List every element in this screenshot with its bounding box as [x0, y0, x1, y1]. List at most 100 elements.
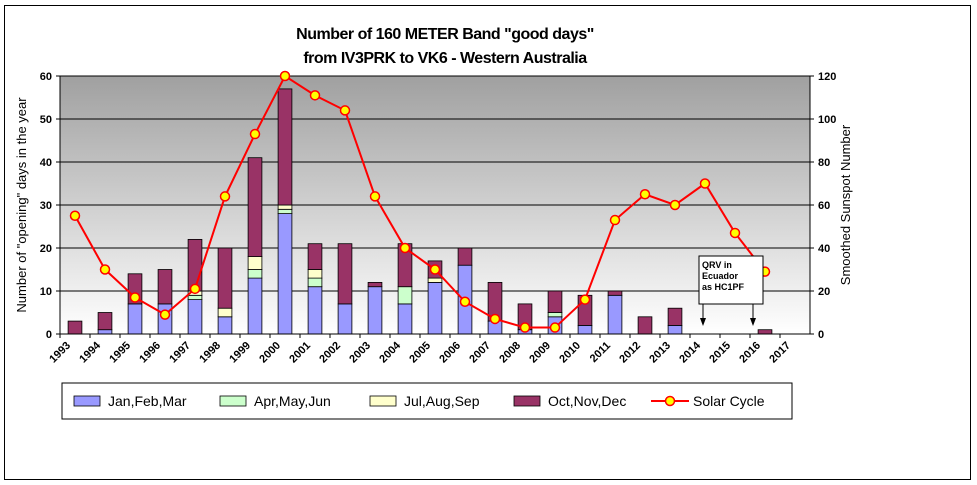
solar-cycle-point-2007: [489, 313, 501, 325]
annotation-line: as HC1PF: [702, 282, 745, 292]
legend-label-Jul,Aug,Sep: Jul,Aug,Sep: [404, 393, 480, 409]
bar-1998-Oct,Nov,Dec: [217, 247, 233, 309]
legend-swatch-Jan,Feb,Mar: [73, 395, 101, 407]
bar-2004-Jan,Feb,Mar: [397, 303, 413, 335]
bar-2016-Oct,Nov,Dec: [757, 329, 773, 335]
bar-1997-Apr,May,Jun: [187, 294, 203, 300]
bar-1994-Oct,Nov,Dec: [97, 312, 113, 331]
x-tick-label-1994: 1994: [77, 339, 103, 365]
bar-2001-Jul,Aug,Sep: [307, 269, 323, 279]
x-tick-label-2000: 2000: [257, 340, 283, 366]
solar-cycle-point-1994: [99, 264, 111, 275]
x-tick-label-2012: 2012: [617, 340, 643, 366]
x-tick-label-2010: 2010: [557, 340, 583, 366]
x-tick-label-1993: 1993: [47, 340, 73, 366]
legend-label-Jan,Feb,Mar: Jan,Feb,Mar: [108, 393, 187, 409]
y2-tick-label: 0: [818, 329, 824, 341]
bar-1999-Jul,Aug,Sep: [247, 256, 263, 270]
x-tick-label-2003: 2003: [347, 340, 373, 366]
solar-cycle-point-2000: [279, 70, 291, 82]
x-tick-label-2017: 2017: [767, 340, 793, 366]
bar-2009-Apr,May,Jun: [547, 312, 563, 318]
bar-2012-Oct,Nov,Dec: [637, 316, 653, 335]
legend-swatch-Apr,May,Jun: [219, 395, 247, 407]
legend-swatch-Oct,Nov,Dec: [513, 395, 541, 407]
bar-1999-Apr,May,Jun: [247, 269, 263, 279]
x-tick-label-1997: 1997: [167, 340, 193, 366]
annotation-box: [698, 255, 764, 305]
y-tick-label: 0: [46, 329, 52, 341]
solar-cycle-point-1996: [159, 309, 171, 320]
y-tick-label: 50: [40, 114, 52, 126]
y2-axis-label: Smoothed Sunspot Number: [838, 124, 853, 285]
bar-2001-Jan,Feb,Mar: [307, 286, 323, 335]
bar-1994-Jan,Feb,Mar: [97, 329, 113, 335]
bar-1995-Jan,Feb,Mar: [127, 303, 143, 335]
y-tick-label: 20: [40, 243, 52, 255]
solar-cycle-point-2014: [699, 178, 711, 189]
x-tick-label-1996: 1996: [137, 340, 163, 366]
annotation-line: Ecuador: [702, 271, 739, 281]
x-tick-label-2014: 2014: [677, 339, 703, 365]
y-tick-label: 60: [40, 71, 52, 83]
bar-2004-Apr,May,Jun: [397, 286, 413, 305]
legend-marker-swatch: [664, 395, 676, 407]
x-tick-label-1995: 1995: [107, 340, 133, 366]
x-tick-label-2008: 2008: [497, 340, 523, 366]
y2-tick-label: 120: [818, 71, 836, 83]
x-tick-label-1998: 1998: [197, 340, 223, 366]
x-tick-label-2002: 2002: [317, 340, 343, 366]
x-tick-label-2005: 2005: [407, 340, 433, 366]
x-tick-label-2013: 2013: [647, 340, 673, 366]
y-tick-label: 30: [40, 200, 52, 212]
x-tick-label-2011: 2011: [588, 340, 613, 365]
legend-label-Oct,Nov,Dec: Oct,Nov,Dec: [548, 393, 626, 409]
x-tick-label-2001: 2001: [287, 340, 313, 366]
solar-cycle-point-2009: [549, 322, 561, 333]
bar-2011-Oct,Nov,Dec: [607, 290, 623, 296]
y2-tick-label: 60: [818, 200, 830, 212]
solar-cycle-point-1995: [129, 292, 141, 303]
bar-2002-Jan,Feb,Mar: [337, 303, 353, 335]
solar-cycle-point-2005: [429, 264, 441, 275]
bar-2009-Oct,Nov,Dec: [547, 290, 563, 313]
bar-1999-Jan,Feb,Mar: [247, 277, 263, 335]
bar-2002-Oct,Nov,Dec: [337, 243, 353, 305]
legend: Jan,Feb,Mar Apr,May,Jun Jul,Aug,Sep Oct,Nov…: [61, 382, 793, 420]
bar-1997-Oct,Nov,Dec: [187, 238, 203, 292]
legend-label-Solar Cycle: Solar Cycle: [693, 393, 765, 409]
chart-title-line-1: Number of 160 METER Band "good days": [296, 26, 594, 43]
y2-tick-label: 40: [818, 243, 830, 255]
y-axis-label: Number of "opening" days in the year: [14, 97, 29, 313]
y2-tick-label: 20: [818, 286, 830, 298]
legend-swatch-Jul,Aug,Sep: [369, 395, 397, 407]
chart-title-line-2: from IV3PRK to VK6 - Western Australia: [303, 50, 587, 67]
y2-tick-label: 80: [818, 157, 830, 169]
bar-2001-Oct,Nov,Dec: [307, 243, 323, 270]
bar-2000-Oct,Nov,Dec: [277, 88, 293, 206]
solar-cycle-point-1993: [69, 210, 81, 221]
solar-cycle-point-2006: [459, 296, 471, 307]
annotation-line: QRV in: [702, 260, 732, 270]
x-tick-label-2004: 2004: [377, 339, 403, 365]
bar-2006-Oct,Nov,Dec: [457, 247, 473, 266]
bar-2000-Apr,May,Jun: [277, 208, 293, 215]
x-tick-label-2006: 2006: [437, 340, 463, 366]
solar-cycle-point-2008: [519, 322, 531, 333]
bar-1996-Oct,Nov,Dec: [157, 269, 173, 305]
annotation-arrow-head: [750, 318, 756, 326]
solar-cycle-point-2013: [669, 199, 681, 211]
bar-2005-Jul,Aug,Sep: [427, 277, 443, 283]
solar-cycle-point-2002: [339, 105, 351, 116]
bar-2000-Jul,Aug,Sep: [277, 204, 293, 210]
y2-tick-label: 100: [818, 114, 836, 126]
x-tick-label-2016: 2016: [737, 340, 763, 366]
bar-2000-Jan,Feb,Mar: [277, 213, 293, 335]
solar-cycle-point-2010: [579, 294, 591, 305]
solar-cycle-line: [69, 70, 771, 333]
annotation-arrow-head: [700, 318, 706, 326]
bar-2003-Jan,Feb,Mar: [367, 286, 383, 335]
bar-2001-Apr,May,Jun: [307, 277, 323, 288]
bar-1998-Jan,Feb,Mar: [217, 316, 233, 335]
